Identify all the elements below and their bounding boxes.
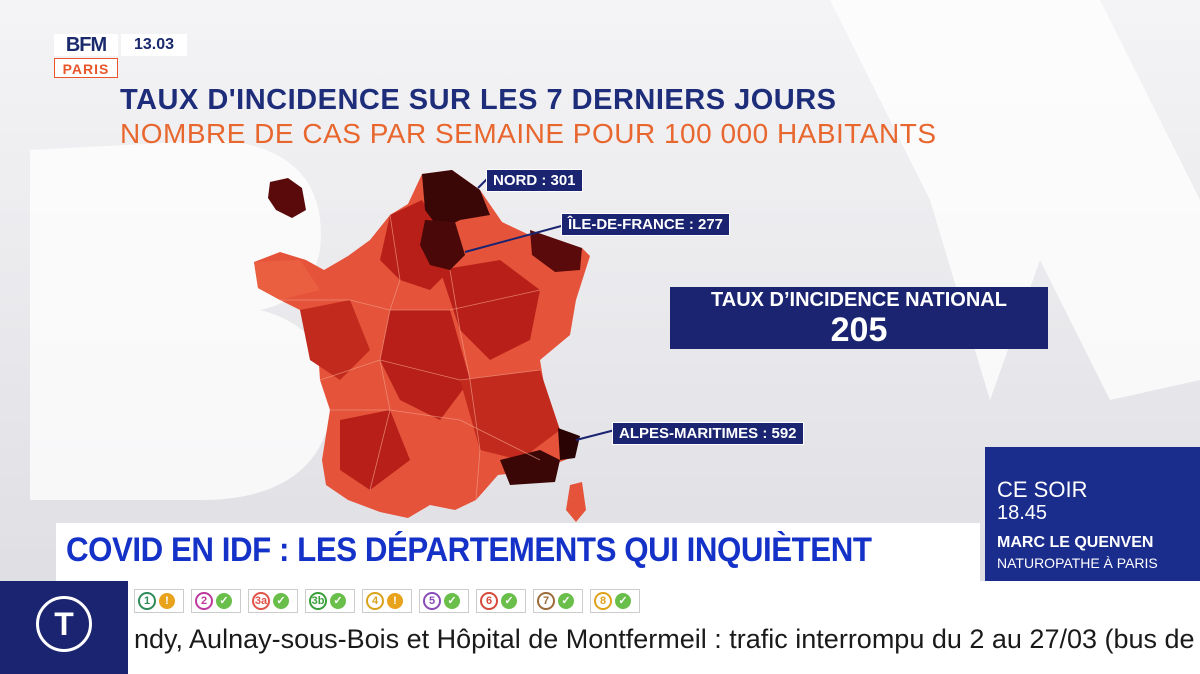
check-icon: ✓ bbox=[444, 593, 460, 609]
traffic-ticker: T 1! 2 ✓ 3a ✓ 3b ✓ 4! 5 ✓ 6 ✓ 7 ✓ 8 ✓ ndy, Aulnay-sous-… bbox=[0, 581, 1200, 674]
callout-alpes-maritimes: ALPES-MARITIMES : 592 bbox=[612, 422, 804, 445]
guest-role: NATUROPATHE À PARIS bbox=[997, 555, 1158, 571]
logo-paris-text: PARIS bbox=[54, 58, 118, 78]
check-icon: ✓ bbox=[501, 593, 517, 609]
pointer-idf bbox=[464, 224, 566, 253]
transit-line-chip: 2 ✓ bbox=[191, 589, 241, 613]
channel-logo: BFM PARIS bbox=[54, 34, 118, 86]
tonight-time: 18.45 bbox=[997, 502, 1048, 524]
tonight-box: CE SOIR 18.45 MARC LE QUENVEN NATUROPATH… bbox=[985, 447, 1200, 581]
transit-line-chip: 5 ✓ bbox=[419, 589, 469, 613]
france-map bbox=[254, 170, 616, 522]
transit-line-number: 7 bbox=[537, 592, 555, 610]
transit-line-number: 2 bbox=[195, 592, 213, 610]
guest-name: MARC LE QUENVEN bbox=[997, 534, 1154, 551]
pointer-am bbox=[575, 429, 616, 441]
transit-line-number: 5 bbox=[423, 592, 441, 610]
transit-line-number: 3a bbox=[252, 592, 270, 610]
logo-bfm-text: BFM bbox=[54, 34, 118, 56]
headline-banner: COVID EN IDF : LES DÉPARTEMENTS QUI INQU… bbox=[56, 523, 980, 581]
transit-line-chip: 3a ✓ bbox=[248, 589, 298, 613]
map-region-high-east bbox=[530, 230, 582, 272]
map-region-mid-5 bbox=[340, 410, 410, 490]
map-region-mid-6 bbox=[300, 300, 370, 380]
map-region-high-idf bbox=[420, 220, 465, 270]
transit-line-chip: 6 ✓ bbox=[476, 589, 526, 613]
transit-line-number: 6 bbox=[480, 592, 498, 610]
callout-ile-de-france: ÎLE-DE-FRANCE : 277 bbox=[561, 213, 731, 236]
headline-text: COVID EN IDF : LES DÉPARTEMENTS QUI INQU… bbox=[66, 531, 872, 569]
check-icon: ✓ bbox=[273, 593, 289, 609]
watermark-letters bbox=[30, 0, 1200, 500]
ticker-logo-box: T bbox=[0, 581, 128, 674]
transit-line-chip: 4! bbox=[362, 589, 412, 613]
map-region-am bbox=[558, 428, 580, 460]
transport-icon: T bbox=[36, 596, 92, 652]
map-region-high-nord bbox=[422, 170, 490, 230]
check-icon: ✓ bbox=[615, 593, 631, 609]
tonight-label: CE SOIR bbox=[997, 477, 1088, 502]
map-region-mid-2 bbox=[440, 260, 540, 360]
transit-line-chip: 7 ✓ bbox=[533, 589, 583, 613]
clock: 13.03 bbox=[121, 34, 187, 56]
warning-icon: ! bbox=[387, 593, 403, 609]
national-rate-value: 205 bbox=[830, 311, 888, 349]
transit-lines-row: 1! 2 ✓ 3a ✓ 3b ✓ 4! 5 ✓ 6 ✓ 7 ✓ 8 ✓ bbox=[134, 589, 647, 615]
transit-line-number: 8 bbox=[594, 592, 612, 610]
ticker-message: ndy, Aulnay-sous-Bois et Hôpital de Mont… bbox=[134, 624, 1194, 654]
check-icon: ✓ bbox=[558, 593, 574, 609]
national-rate-label: TAUX D’INCIDENCE NATIONAL bbox=[711, 289, 1007, 311]
page-subtitle: NOMBRE DE CAS PAR SEMAINE POUR 100 000 H… bbox=[120, 118, 937, 149]
national-rate-box: TAUX D’INCIDENCE NATIONAL 205 bbox=[670, 287, 1048, 349]
transit-line-chip: 3b ✓ bbox=[305, 589, 355, 613]
transit-line-chip: 8 ✓ bbox=[590, 589, 640, 613]
map-overseas-inset bbox=[268, 178, 306, 218]
map-region-high-south bbox=[500, 450, 560, 485]
map-region-west bbox=[254, 260, 320, 300]
transit-line-number: 3b bbox=[309, 592, 327, 610]
transit-line-number: 1 bbox=[138, 592, 156, 610]
check-icon: ✓ bbox=[330, 593, 346, 609]
page-title: TAUX D'INCIDENCE SUR LES 7 DERNIERS JOUR… bbox=[120, 84, 837, 116]
map-region-mid-3 bbox=[380, 310, 470, 420]
transit-line-chip: 1! bbox=[134, 589, 184, 613]
map-corsica bbox=[566, 482, 586, 522]
callout-nord: NORD : 301 bbox=[486, 169, 583, 192]
warning-icon: ! bbox=[159, 593, 175, 609]
check-icon: ✓ bbox=[216, 593, 232, 609]
map-region-mid-4 bbox=[460, 370, 560, 460]
transit-line-number: 4 bbox=[366, 592, 384, 610]
